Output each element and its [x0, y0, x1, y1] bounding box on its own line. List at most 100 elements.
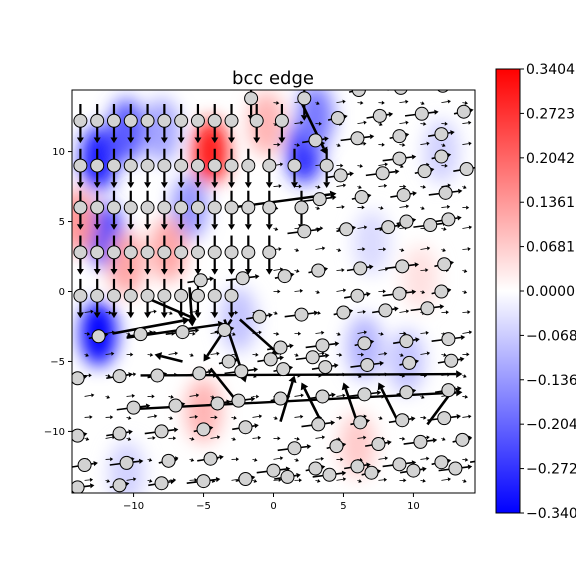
arrow-shaft	[357, 311, 364, 313]
arrow-shaft	[210, 396, 213, 398]
arrow-head	[297, 331, 302, 336]
atom	[357, 336, 372, 351]
arrow-head	[415, 337, 420, 343]
atom	[297, 224, 312, 239]
atom	[372, 108, 387, 123]
arrow-head	[85, 437, 90, 441]
arrow-head	[278, 247, 282, 252]
arrow-head	[91, 393, 95, 398]
colorbar-tick-label: 0.0000	[526, 284, 575, 300]
arrow-shaft	[378, 268, 386, 271]
arrow-head	[410, 84, 415, 89]
atom	[174, 200, 189, 215]
field-blob	[339, 413, 376, 478]
field-arrow	[168, 436, 177, 441]
atom	[157, 113, 172, 128]
core-arrow	[187, 287, 197, 327]
arrow-shaft	[378, 353, 385, 355]
arrow-head	[349, 171, 354, 177]
atom	[123, 245, 138, 260]
arrow-head	[466, 205, 470, 210]
arrow-shaft	[378, 479, 385, 481]
field-arrow	[147, 414, 158, 419]
atom	[210, 396, 225, 411]
arrow-head	[190, 458, 195, 462]
arrow-head	[277, 436, 281, 441]
atom	[77, 458, 92, 473]
arrow-head	[211, 224, 219, 230]
atom	[263, 352, 278, 367]
atom	[394, 90, 408, 95]
field-arrow	[441, 99, 451, 104]
atom	[106, 245, 121, 260]
atom	[73, 113, 88, 128]
field-arrow	[420, 456, 430, 461]
arrow-head	[300, 382, 309, 391]
arrow-head	[383, 247, 387, 252]
atom	[477, 454, 490, 467]
field-arrow	[294, 184, 302, 189]
field-arrow	[315, 206, 321, 210]
field-arrow	[441, 477, 451, 482]
x-tick-label: −10	[123, 501, 144, 512]
field-arrow	[210, 435, 221, 440]
arrow-head	[455, 82, 459, 87]
arrow-shaft	[210, 353, 217, 355]
field-arrow	[294, 331, 302, 336]
arrow-head	[250, 396, 256, 402]
arrow-shaft	[469, 460, 475, 464]
arrow-head	[468, 414, 472, 419]
arrow-head	[152, 436, 156, 441]
arrow-head	[342, 183, 347, 188]
field-arrow	[273, 184, 282, 189]
arrow-head	[274, 311, 278, 315]
atom	[417, 164, 432, 179]
field-arrow	[315, 101, 320, 106]
arrow-head	[219, 454, 224, 460]
arrow-head	[425, 268, 429, 273]
arrow-shaft	[399, 227, 405, 229]
arrow-head	[340, 163, 344, 168]
field-arrow	[189, 393, 200, 398]
field-arrow	[336, 288, 347, 293]
arrow-shaft	[420, 247, 428, 250]
arrow-head	[317, 185, 321, 189]
atom	[311, 417, 326, 432]
arrow-shaft	[357, 186, 360, 188]
arrow-head	[421, 395, 425, 399]
field-arrow	[462, 269, 468, 273]
field-arrow	[315, 226, 324, 231]
arrow-head	[402, 142, 406, 147]
arrow-shaft	[315, 332, 322, 334]
atom	[207, 158, 222, 173]
arrow-head	[211, 312, 219, 319]
arrow-head	[324, 136, 329, 142]
field-arrow	[399, 120, 409, 125]
arrow-head	[446, 204, 451, 209]
arrow-head	[363, 225, 368, 230]
arrow-head	[467, 246, 471, 251]
arrow-head	[211, 137, 219, 144]
field-arrow	[399, 184, 407, 189]
field-arrow	[273, 436, 281, 441]
atom	[207, 245, 222, 260]
arrow-shaft	[462, 122, 469, 124]
arrow-head	[457, 386, 462, 392]
arrow-shaft	[84, 394, 92, 397]
arrow-shaft	[426, 84, 455, 88]
arrow-head	[341, 382, 350, 391]
atom	[140, 158, 155, 173]
arrow-head	[255, 352, 259, 357]
arrow-head	[106, 479, 111, 483]
arrow-head	[405, 204, 410, 209]
arrow-head	[397, 223, 402, 229]
arrow-head	[457, 215, 462, 221]
arrow-shaft	[273, 123, 276, 125]
arrow-head	[216, 435, 221, 440]
field-arrow	[378, 351, 388, 356]
atom	[119, 455, 134, 470]
arrow-head	[421, 101, 425, 106]
arrow-head	[362, 247, 366, 252]
arrow-head	[421, 290, 426, 294]
